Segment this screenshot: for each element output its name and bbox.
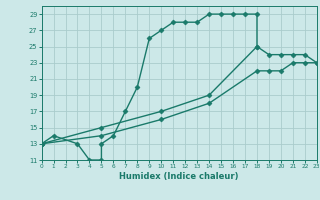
X-axis label: Humidex (Indice chaleur): Humidex (Indice chaleur) <box>119 172 239 181</box>
